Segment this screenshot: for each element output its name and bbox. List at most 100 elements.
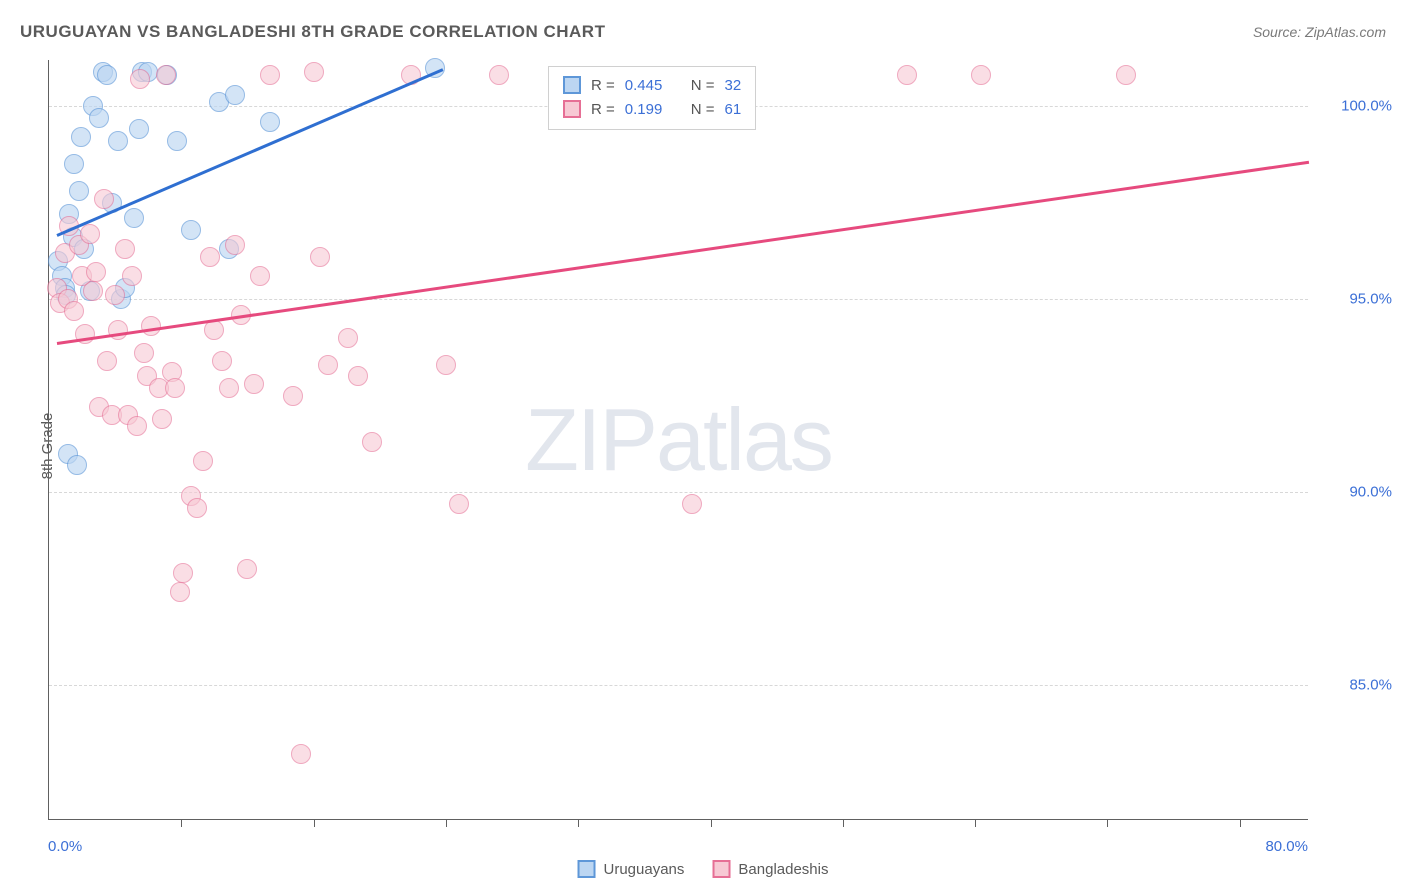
scatter-point <box>86 262 106 282</box>
legend-n-label: N = <box>691 77 715 94</box>
source-prefix: Source: <box>1253 24 1305 40</box>
scatter-point <box>108 131 128 151</box>
legend-n-value: 61 <box>725 101 742 118</box>
x-tick <box>578 819 579 827</box>
watermark-atlas: atlas <box>656 390 832 489</box>
scatter-point <box>348 366 368 386</box>
scatter-point <box>64 301 84 321</box>
x-tick <box>446 819 447 827</box>
scatter-point <box>1116 65 1136 85</box>
legend-n-label: N = <box>691 101 715 118</box>
gridline <box>49 299 1308 300</box>
x-tick-label: 0.0% <box>48 838 82 855</box>
scatter-point <box>283 386 303 406</box>
scatter-point <box>449 494 469 514</box>
scatter-point <box>219 378 239 398</box>
scatter-point <box>310 247 330 267</box>
scatter-point <box>97 65 117 85</box>
scatter-point <box>318 355 338 375</box>
chart-title: URUGUAYAN VS BANGLADESHI 8TH GRADE CORRE… <box>20 22 605 42</box>
legend-item-bangladeshis: Bangladeshis <box>712 860 828 878</box>
scatter-point <box>225 85 245 105</box>
y-tick-label: 100.0% <box>1341 98 1392 115</box>
scatter-point <box>130 69 150 89</box>
x-tick <box>1240 819 1241 827</box>
trend-line <box>57 160 1310 344</box>
x-tick <box>843 819 844 827</box>
scatter-point <box>122 266 142 286</box>
scatter-point <box>338 328 358 348</box>
scatter-point <box>67 455 87 475</box>
scatter-point <box>489 65 509 85</box>
legend-row: R = 0.445 N = 32 <box>563 73 741 97</box>
scatter-point <box>105 285 125 305</box>
x-tick-label: 80.0% <box>1265 838 1308 855</box>
source-attribution: Source: ZipAtlas.com <box>1253 24 1386 40</box>
source-link[interactable]: ZipAtlas.com <box>1305 24 1386 40</box>
scatter-point <box>64 154 84 174</box>
scatter-point <box>304 62 324 82</box>
scatter-point <box>173 563 193 583</box>
scatter-point <box>225 235 245 255</box>
scatter-point <box>129 119 149 139</box>
legend-r-label: R = <box>591 101 615 118</box>
scatter-point <box>97 351 117 371</box>
y-tick-label: 90.0% <box>1349 484 1392 501</box>
x-tick <box>181 819 182 827</box>
legend-bottom: Uruguayans Bangladeshis <box>578 860 829 878</box>
scatter-point <box>115 239 135 259</box>
scatter-point <box>83 281 103 301</box>
scatter-point <box>200 247 220 267</box>
legend-item-uruguayans: Uruguayans <box>578 860 685 878</box>
y-tick-label: 85.0% <box>1349 676 1392 693</box>
scatter-point <box>127 416 147 436</box>
scatter-point <box>291 744 311 764</box>
scatter-point <box>156 65 176 85</box>
legend-correlation: R = 0.445 N = 32 R = 0.199 N = 61 <box>548 66 756 130</box>
y-tick-label: 95.0% <box>1349 291 1392 308</box>
scatter-point <box>971 65 991 85</box>
scatter-point <box>165 378 185 398</box>
scatter-point <box>362 432 382 452</box>
scatter-point <box>187 498 207 518</box>
scatter-point <box>80 224 100 244</box>
scatter-point <box>71 127 91 147</box>
scatter-point <box>69 181 89 201</box>
scatter-point <box>134 343 154 363</box>
legend-swatch-icon <box>712 860 730 878</box>
plot-area: ZIPatlas 85.0%90.0%95.0%100.0% <box>48 60 1308 820</box>
x-tick <box>975 819 976 827</box>
gridline <box>49 492 1308 493</box>
legend-n-value: 32 <box>725 77 742 94</box>
scatter-point <box>682 494 702 514</box>
scatter-point <box>94 189 114 209</box>
legend-label: Bangladeshis <box>738 861 828 878</box>
scatter-point <box>124 208 144 228</box>
scatter-point <box>436 355 456 375</box>
scatter-point <box>250 266 270 286</box>
legend-r-label: R = <box>591 77 615 94</box>
scatter-point <box>167 131 187 151</box>
legend-r-value: 0.445 <box>625 77 681 94</box>
scatter-point <box>897 65 917 85</box>
trend-line <box>56 68 443 237</box>
scatter-point <box>89 108 109 128</box>
legend-swatch-icon <box>563 76 581 94</box>
scatter-point <box>181 220 201 240</box>
scatter-point <box>212 351 232 371</box>
x-tick <box>314 819 315 827</box>
scatter-point <box>193 451 213 471</box>
scatter-point <box>237 559 257 579</box>
scatter-point <box>260 65 280 85</box>
legend-r-value: 0.199 <box>625 101 681 118</box>
legend-row: R = 0.199 N = 61 <box>563 97 741 121</box>
legend-swatch-icon <box>563 100 581 118</box>
x-tick <box>1107 819 1108 827</box>
gridline <box>49 685 1308 686</box>
scatter-point <box>152 409 172 429</box>
x-tick <box>711 819 712 827</box>
scatter-point <box>244 374 264 394</box>
watermark: ZIPatlas <box>525 389 832 491</box>
scatter-point <box>260 112 280 132</box>
scatter-point <box>170 582 190 602</box>
